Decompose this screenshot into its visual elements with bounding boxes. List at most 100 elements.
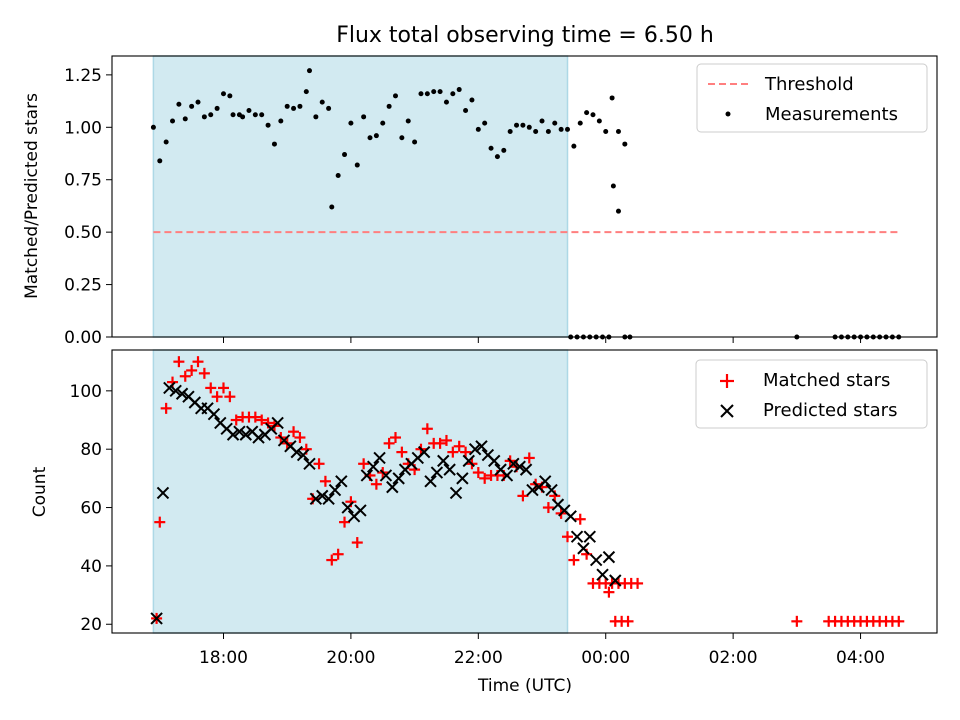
predicted-star-point xyxy=(437,454,450,468)
legend-predicted-swatch xyxy=(720,404,734,418)
measurement-point xyxy=(412,139,418,145)
matched-star-point xyxy=(179,370,191,382)
predicted-star-point xyxy=(341,501,354,514)
predicted-star-point xyxy=(156,486,170,500)
measurement-point xyxy=(443,99,449,105)
matched-star-point xyxy=(319,475,331,487)
matched-star-point xyxy=(542,502,554,514)
predicted-star-point xyxy=(175,387,189,400)
measurement-point xyxy=(526,124,532,130)
matched-star-point xyxy=(517,490,529,502)
measurement-point xyxy=(533,128,539,134)
predicted-star-point xyxy=(519,463,533,476)
measurement-point xyxy=(150,124,156,130)
measurement-point xyxy=(494,154,500,160)
measurement-point xyxy=(424,91,430,97)
matched-star-point xyxy=(288,426,300,438)
predicted-star-point xyxy=(386,480,399,494)
matched-star-point xyxy=(396,446,408,458)
measurement-point xyxy=(240,114,246,120)
matched-star-point xyxy=(339,516,351,528)
measurement-point xyxy=(463,108,469,114)
matched-star-point xyxy=(192,356,204,368)
predicted-star-point xyxy=(296,448,310,462)
top-ytick-label: 0.75 xyxy=(64,171,102,191)
matched-star-point xyxy=(523,452,535,464)
matched-star-point xyxy=(198,367,210,379)
measurement-point xyxy=(348,120,354,126)
predicted-star-point xyxy=(538,475,552,488)
predicted-star-point xyxy=(373,451,386,465)
predicted-star-point xyxy=(150,612,163,625)
matched-star-point xyxy=(294,432,306,444)
measurement-point xyxy=(610,183,616,189)
predicted-star-point xyxy=(169,384,182,398)
predicted-star-point xyxy=(252,431,265,444)
measurement-point xyxy=(208,112,214,118)
matched-star-point xyxy=(389,432,401,444)
measurement-point xyxy=(326,105,332,111)
matched-star-point xyxy=(256,414,268,426)
measurement-point xyxy=(392,93,398,99)
measurement-point xyxy=(303,89,309,95)
matched-star-point xyxy=(205,382,217,394)
measurement-point xyxy=(170,118,176,124)
measurement-point xyxy=(399,135,405,141)
matched-star-point xyxy=(791,615,803,627)
top-axes-frame xyxy=(111,55,938,338)
measurement-point xyxy=(418,91,424,97)
predicted-star-point xyxy=(239,428,252,441)
top-ytick-label: 0.25 xyxy=(64,276,102,296)
measurement-point xyxy=(590,112,596,118)
measurement-point xyxy=(565,126,571,132)
matched-star-point xyxy=(574,513,586,525)
predicted-star-point xyxy=(360,469,374,482)
measurement-point xyxy=(514,122,520,128)
predicted-star-point xyxy=(596,568,609,581)
matched-star-point xyxy=(568,554,580,566)
measurement-point xyxy=(182,116,188,122)
bot-ytick-label: 40 xyxy=(80,557,102,577)
matched-star-point xyxy=(472,467,484,479)
matched-star-point xyxy=(479,472,491,484)
measurement-point xyxy=(271,141,277,147)
matched-star-point xyxy=(173,356,185,368)
matched-star-point xyxy=(440,434,452,446)
bot-observing-window xyxy=(152,349,569,634)
measurement-point xyxy=(163,139,169,145)
measurement-point xyxy=(361,114,367,120)
predicted-star-point xyxy=(207,407,221,421)
measurement-point xyxy=(558,126,564,132)
predicted-star-point xyxy=(507,457,520,470)
measurement-point xyxy=(386,103,392,109)
measurement-point xyxy=(431,89,437,95)
matched-star-point xyxy=(154,516,166,528)
matched-star-point xyxy=(313,458,325,470)
measurement-point xyxy=(265,122,271,128)
top-panel: 0.00 0.25 0.50 0.75 1.00 1.25 Matched/Predict… xyxy=(22,55,938,348)
predicted-star-point xyxy=(322,492,335,506)
measurement-point xyxy=(335,173,341,179)
measurement-point xyxy=(596,118,602,124)
predicted-star-point xyxy=(500,469,514,482)
measurement-point xyxy=(227,93,233,99)
matched-star-point xyxy=(160,402,172,414)
predicted-star-point xyxy=(513,460,526,473)
measurement-point xyxy=(545,128,551,134)
measurement-point xyxy=(577,120,583,126)
xtick-label: 02:00 xyxy=(709,648,758,668)
top-observing-window xyxy=(152,55,569,338)
measurement-point xyxy=(615,128,621,134)
predicted-star-point xyxy=(545,483,558,497)
predicted-star-point xyxy=(303,457,316,470)
predicted-star-point xyxy=(354,504,367,517)
predicted-star-point xyxy=(271,416,284,430)
measurement-point xyxy=(405,118,411,124)
predicted-star-point xyxy=(366,460,380,473)
matched-star-point xyxy=(622,615,634,627)
matched-star-point xyxy=(230,414,242,426)
matched-star-point xyxy=(358,458,370,470)
predicted-star-point xyxy=(468,442,482,456)
matched-star-point xyxy=(383,437,395,449)
matched-star-point xyxy=(186,364,198,376)
